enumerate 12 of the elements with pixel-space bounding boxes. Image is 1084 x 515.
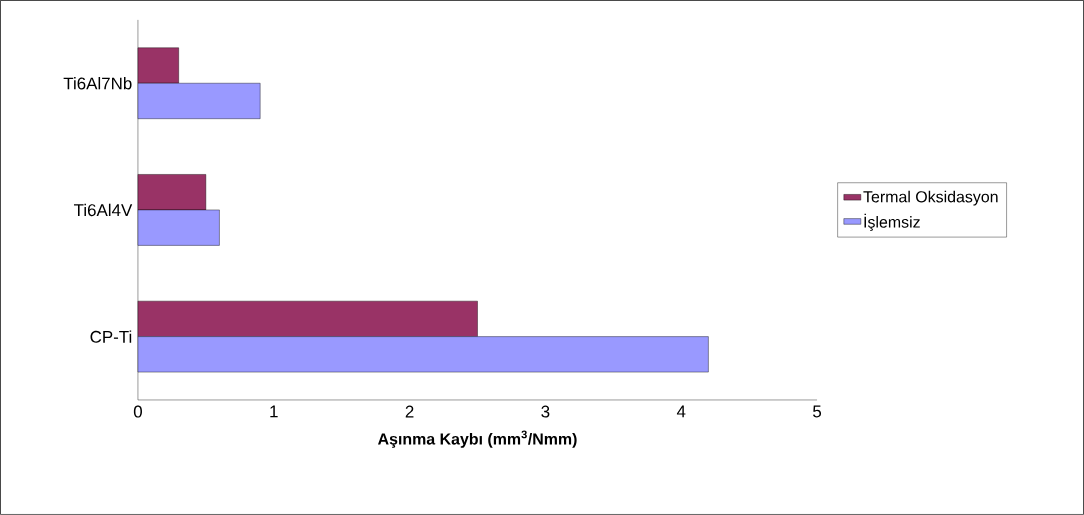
y-tick-label: Ti6Al4V — [73, 203, 133, 217]
x-tick-label: 2 — [405, 405, 414, 418]
y-tick-label: CP-Ti — [90, 330, 132, 343]
x-tick-label: 5 — [813, 405, 822, 418]
x-tick-label: 4 — [676, 405, 686, 418]
x-tick-label: 0 — [133, 405, 142, 418]
x-tick-label: 1 — [270, 405, 278, 418]
x-axis-title: Aşınma Kaybı (mm$^{3}$/Nmm) — [377, 430, 577, 448]
y-tick-label: Ti6Al7Nb — [63, 77, 132, 90]
legend-label: İşlemsiz — [864, 213, 920, 232]
x-tick-label: 3 — [541, 405, 550, 418]
legend-label: Termal Oksidasyon — [863, 190, 998, 206]
